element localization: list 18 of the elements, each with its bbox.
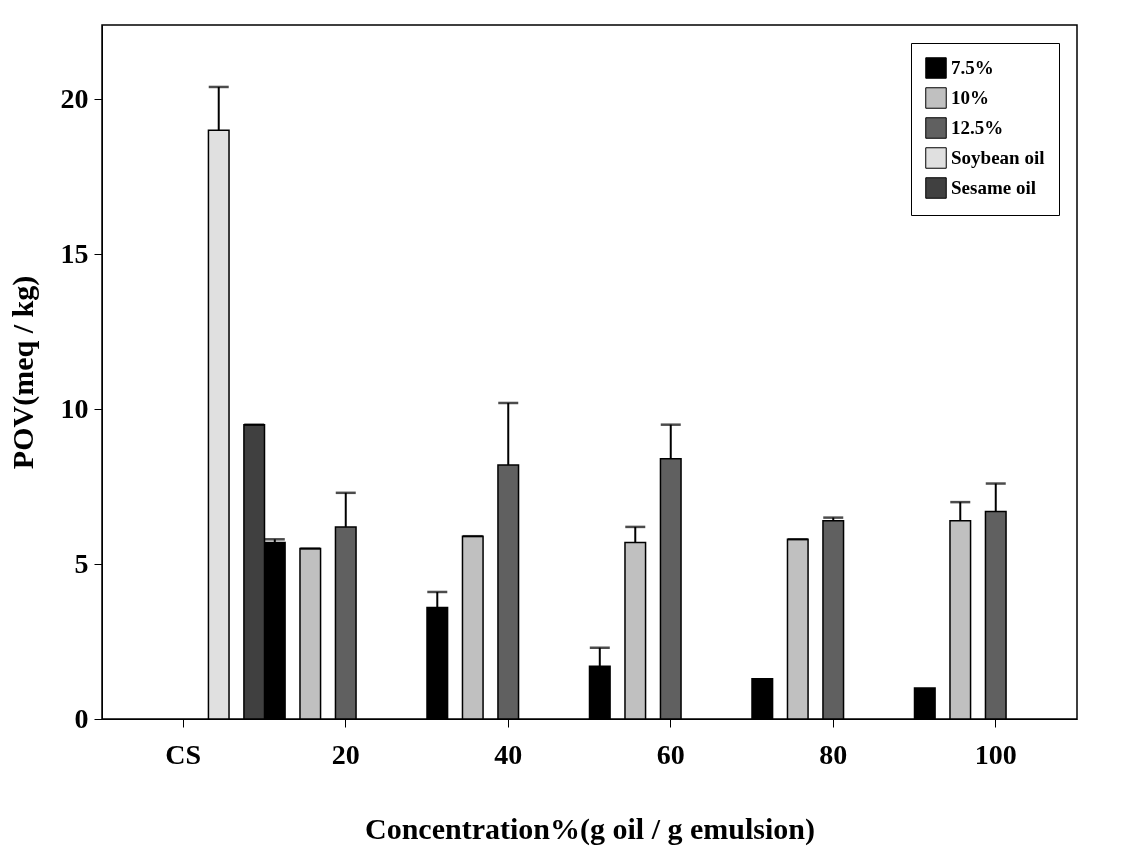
x-tick-label: 40 <box>494 738 523 770</box>
x-tick-label: 100 <box>974 738 1017 770</box>
legend-label: 10% <box>951 87 989 108</box>
y-tick-label: 0 <box>74 702 89 734</box>
x-tick-label: 60 <box>656 738 685 770</box>
x-tick-label: CS <box>165 738 202 770</box>
legend-label: 12.5% <box>951 117 1004 138</box>
y-tick-label: 20 <box>60 82 89 114</box>
x-tick-label: 20 <box>331 738 360 770</box>
legend-label: 7.5% <box>951 57 994 78</box>
x-tick-label: 80 <box>819 738 848 770</box>
y-tick-label: 5 <box>74 547 89 579</box>
x-axis-title: Concentration%(g oil / g emulsion) <box>365 811 815 846</box>
y-axis-title: POV(meq / kg) <box>5 275 40 470</box>
y-tick-label: 15 <box>60 237 89 269</box>
y-tick-label: 10 <box>60 392 89 424</box>
legend-label: Sesame oil <box>951 177 1036 198</box>
legend-label: Soybean oil <box>951 147 1045 168</box>
